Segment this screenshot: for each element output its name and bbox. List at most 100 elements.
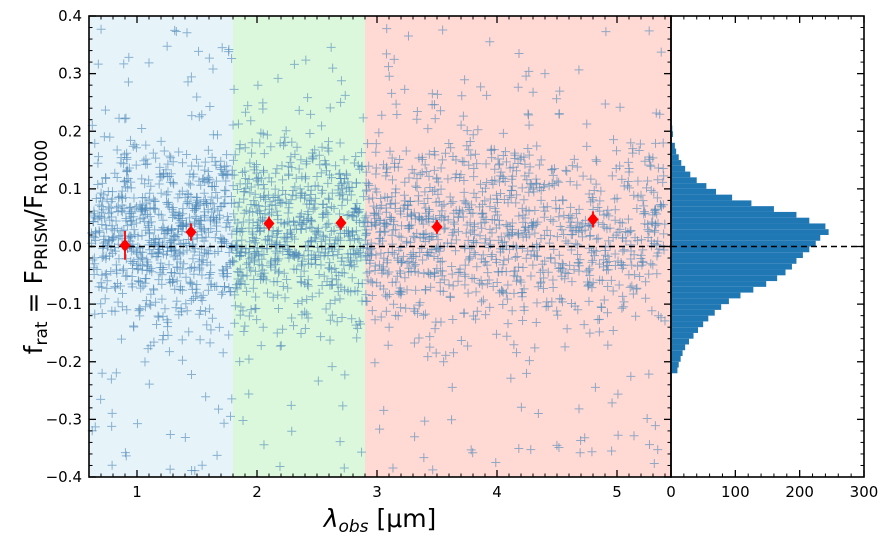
scatter-point [303,207,313,217]
scatter-point [460,75,470,85]
scatter-point [144,175,154,185]
scatter-point [554,264,564,274]
scatter-point [417,243,427,253]
scatter-point [521,71,531,81]
scatter-point [287,137,297,147]
scatter-point [328,63,338,73]
scatter-point [538,265,548,275]
scatter-point [327,188,337,198]
scatter-point [596,186,606,196]
scatter-point [481,234,491,244]
scatter-point [639,207,649,217]
scatter-point [414,333,424,343]
scatter-point [362,185,372,195]
scatter-point [379,253,389,263]
scatter-point [648,260,658,270]
scatter-point [554,177,564,187]
y-axis-label-f: f [19,344,48,354]
scatter-point [272,328,282,338]
scatter-point [612,146,622,156]
scatter-point [593,315,603,325]
scatter-point [227,170,237,180]
scatter-point [644,269,654,279]
scatter-point [344,186,354,196]
scatter-point [555,294,565,304]
scatter-point [108,232,118,242]
scatter-point [403,223,413,233]
scatter-point [244,223,254,233]
scatter-point [164,260,174,270]
scatter-point [274,266,284,276]
scatter-point [197,295,207,305]
scatter-point [198,290,208,300]
scatter-point [402,236,412,246]
scatter-point [657,202,667,212]
scatter-point [93,59,103,69]
scatter-point [310,203,320,213]
scatter-point [604,211,614,221]
histogram-bar [671,315,709,322]
scatter-point [257,254,267,264]
scatter-point [644,152,654,162]
scatter-point [433,244,443,254]
scatter-point [439,199,449,209]
scatter-point [339,155,349,165]
scatter-point [511,166,521,176]
scatter-point [127,271,137,281]
scatter-point [506,192,516,202]
scatter-point [163,159,173,169]
scatter-point [337,268,347,278]
scatter-point [417,168,427,178]
scatter-point [159,233,169,243]
scatter-point [248,207,258,217]
scatter-point [111,203,121,213]
scatter-point [259,440,269,450]
scatter-point [468,448,478,458]
scatter-point [97,308,107,318]
scatter-point [547,164,557,174]
scatter-point [294,164,304,174]
scatter-point [324,137,334,147]
scatter-point [482,279,492,289]
scatter-point [601,27,611,37]
scatter-point [221,176,231,186]
scatter-point [207,207,217,217]
scatter-point [563,269,573,279]
scatter-point [424,171,434,181]
histogram-bar [671,223,826,230]
scatter-point [361,211,371,221]
scatter-point [117,193,127,203]
scatter-point [158,222,168,232]
scatter-point [489,145,499,155]
scatter-point [310,227,320,237]
scatter-point [425,342,435,352]
scatter-point [499,255,509,265]
scatter-point [181,221,191,231]
scatter-point [135,243,145,253]
scatter-point [420,309,430,319]
scatter-point [617,303,627,313]
scatter-point [286,195,296,205]
scatter-point [165,464,175,474]
scatter-point [472,262,482,272]
scatter-point [650,226,660,236]
scatter-point [206,214,216,224]
scatter-point [268,292,278,302]
scatter-point [250,249,260,259]
scatter-point [302,294,312,304]
scatter-point [258,129,268,139]
scatter-point [165,278,175,288]
scatter-point [521,232,531,242]
scatter-point [476,82,486,92]
scatter-point [274,254,284,264]
scatter-point [626,246,636,256]
scatter-point [383,269,393,279]
scatter-point [641,277,651,287]
scatter-point [149,337,159,347]
scatter-point [576,436,586,446]
scatter-point [368,193,378,203]
scatter-point [244,389,254,399]
scatter-point [448,228,458,238]
scatter-point [633,261,643,271]
scatter-point [284,253,294,263]
